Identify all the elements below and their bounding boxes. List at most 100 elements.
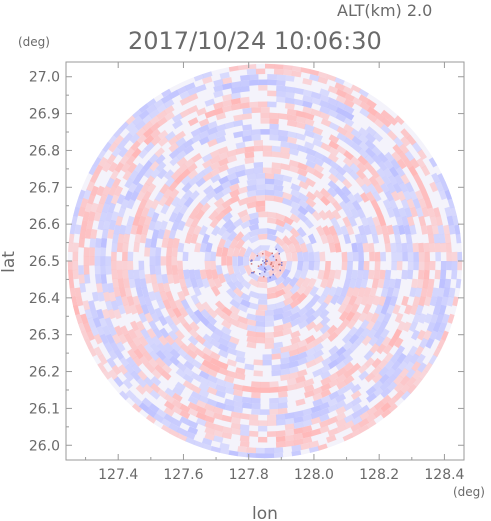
velocity-cell: [422, 278, 429, 289]
velocity-cell: [227, 230, 238, 242]
velocity-cell: [101, 282, 109, 293]
center-speckle: [250, 263, 253, 265]
velocity-cell: [258, 211, 268, 218]
velocity-cell: [284, 102, 295, 110]
velocity-cell: [221, 230, 231, 241]
velocity-cell: [328, 242, 336, 253]
velocity-cell: [271, 162, 282, 169]
velocity-cell: [363, 224, 372, 236]
velocity-cell: [248, 302, 259, 310]
velocity-cell: [175, 137, 187, 147]
velocity-cell: [439, 278, 446, 289]
velocity-cell: [313, 355, 325, 365]
velocity-cell: [365, 386, 377, 396]
velocity-cell: [437, 338, 446, 349]
velocity-cell: [158, 335, 169, 346]
velocity-cell: [365, 126, 377, 137]
velocity-cell: [354, 278, 363, 289]
velocity-cell: [280, 345, 291, 354]
velocity-cell: [112, 177, 122, 189]
velocity-cell: [128, 341, 139, 352]
velocity-cell: [193, 74, 204, 82]
velocity-cell: [280, 152, 291, 160]
velocity-cell: [114, 325, 123, 337]
velocity-cell: [161, 237, 169, 248]
velocity-cell: [282, 64, 293, 71]
velocity-cell: [251, 245, 262, 255]
velocity-cell: [330, 294, 340, 305]
velocity-cell: [153, 327, 163, 339]
velocity-cell: [426, 224, 434, 235]
velocity-cell: [255, 184, 266, 190]
velocity-cell: [315, 225, 326, 236]
velocity-cell: [155, 256, 161, 266]
velocity-cell: [446, 296, 454, 307]
velocity-cell: [221, 205, 233, 216]
velocity-cell: [412, 242, 419, 253]
velocity-cell: [429, 329, 438, 341]
velocity-cell: [304, 300, 315, 311]
velocity-cell: [415, 207, 424, 218]
velocity-cell: [400, 128, 411, 139]
velocity-cell: [137, 167, 148, 178]
x-axis: 127.4 127.6 127.8 128.0 128.2 128.4: [85, 62, 465, 483]
velocity-cell: [344, 92, 355, 102]
center-speckle: [275, 259, 277, 261]
velocity-cell: [116, 194, 126, 205]
velocity-cell: [226, 155, 238, 164]
velocity-cell: [119, 356, 130, 368]
velocity-cell: [267, 228, 278, 236]
velocity-cell: [386, 287, 395, 298]
velocity-cell: [404, 150, 415, 162]
velocity-cell: [94, 256, 101, 266]
velocity-cell: [257, 264, 265, 272]
velocity-cell: [290, 194, 301, 204]
velocity-cell: [201, 437, 213, 446]
velocity-cell: [435, 251, 441, 262]
velocity-cell: [302, 408, 313, 416]
velocity-cell: [232, 383, 243, 391]
velocity-cell: [122, 378, 133, 390]
velocity-cell: [411, 361, 421, 372]
velocity-cell: [370, 312, 380, 324]
velocity-cell: [89, 247, 95, 257]
velocity-cell: [180, 168, 191, 179]
velocity-cell: [302, 425, 313, 433]
velocity-cell: [149, 160, 160, 172]
center-speckle: [264, 267, 266, 269]
velocity-cell: [229, 194, 240, 204]
velocity-cell: [255, 189, 266, 196]
velocity-cell: [394, 115, 405, 125]
velocity-cell: [394, 312, 404, 324]
velocity-cell: [388, 199, 398, 210]
velocity-cell: [435, 296, 443, 307]
velocity-cell: [257, 250, 266, 258]
velocity-cell: [360, 183, 371, 195]
velocity-cell: [132, 403, 142, 413]
velocity-cell: [320, 195, 331, 206]
velocity-cell: [291, 251, 298, 262]
velocity-cell: [132, 174, 142, 186]
velocity-cell: [359, 319, 370, 330]
velocity-cell: [297, 339, 308, 349]
velocity-cell: [75, 313, 83, 324]
velocity-cell: [350, 128, 362, 139]
velocity-cell: [312, 392, 323, 402]
y-tick-label: 26.7: [29, 180, 60, 196]
velocity-cell: [342, 178, 353, 189]
velocity-cell: [378, 366, 389, 377]
velocity-cell: [207, 277, 216, 289]
velocity-cell: [319, 100, 330, 109]
y-tick-label: 26.2: [29, 365, 60, 381]
altitude-label: ALT(km) 2.0: [337, 1, 432, 20]
velocity-cell: [264, 447, 275, 454]
velocity-cell: [218, 175, 229, 185]
velocity-cell: [313, 157, 325, 167]
velocity-cell: [159, 220, 168, 231]
velocity-cell: [103, 341, 113, 353]
x-unit-label: (deg): [453, 485, 485, 499]
velocity-cell: [251, 134, 261, 141]
velocity-cell: [305, 353, 316, 363]
velocity-cell: [187, 93, 199, 102]
velocity-cell: [364, 154, 375, 165]
